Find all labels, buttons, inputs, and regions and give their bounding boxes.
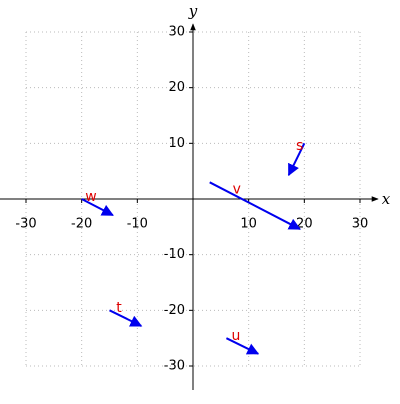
vector-label: u: [231, 328, 240, 344]
x-axis-label: x: [382, 190, 391, 208]
vector-label: t: [116, 300, 122, 316]
vector-label: w: [85, 189, 96, 205]
y-tick-label: 30: [168, 25, 185, 40]
vector-label: v: [233, 181, 241, 197]
y-tick-label: -10: [164, 247, 185, 262]
x-tick-label: -10: [127, 217, 148, 232]
x-tick-label: -30: [15, 217, 36, 232]
vector-arrow: [81, 198, 114, 217]
y-tick-label: 10: [168, 136, 185, 151]
vector-arrow: [109, 309, 143, 327]
y-tick-label: -20: [164, 303, 185, 318]
y-axis-label: y: [188, 2, 198, 20]
vector-label: s: [296, 138, 303, 154]
x-tick-label: -20: [71, 217, 92, 232]
vector-arrow: [287, 142, 306, 177]
y-tick-label: 20: [168, 80, 185, 95]
x-tick-label: 10: [240, 217, 257, 232]
vector-arrow: [209, 181, 301, 230]
x-tick-label: 30: [352, 217, 369, 232]
y-tick-label: -30: [164, 359, 185, 374]
vector-arrow: [225, 337, 260, 355]
